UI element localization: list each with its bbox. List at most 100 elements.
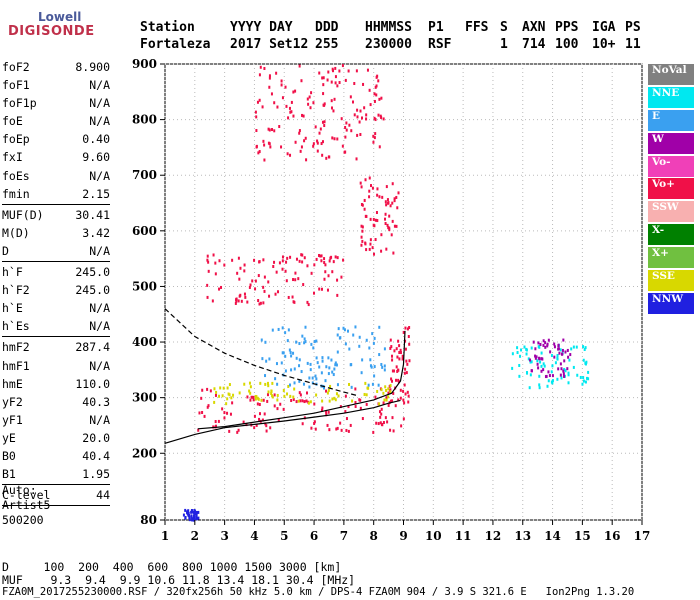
echo-point [315, 393, 318, 397]
echo-point [271, 128, 274, 132]
echo-point [200, 396, 203, 400]
trace-line-dashed [164, 308, 359, 397]
echo-point [198, 411, 201, 415]
echo-point [379, 415, 382, 419]
echo-point [274, 292, 277, 296]
echo-point [370, 184, 373, 188]
echo-point [399, 351, 402, 355]
param-row: MUF(D) 30.41 [2, 206, 110, 224]
echo-point [538, 386, 541, 390]
echo-point [567, 355, 570, 359]
echo-point [299, 393, 302, 397]
echo-point [281, 351, 284, 355]
echo-point [276, 382, 279, 386]
echo-point [388, 226, 391, 230]
echo-point [379, 421, 382, 425]
echo-point [560, 376, 563, 380]
echo-point [263, 143, 266, 147]
echo-point [363, 207, 366, 211]
echo-point [358, 344, 361, 348]
param-row: C-level 44 [2, 486, 110, 504]
echo-point [303, 256, 306, 260]
x-tick-label: 17 [634, 529, 651, 543]
echo-point [267, 384, 270, 388]
echo-point [398, 351, 401, 355]
echo-point [321, 356, 324, 360]
echo-point [365, 214, 368, 218]
echo-point [263, 66, 266, 70]
echo-point [326, 391, 329, 395]
echo-point [254, 279, 257, 283]
echo-point [583, 347, 586, 351]
echo-point [369, 358, 372, 362]
echo-point [234, 301, 237, 305]
echo-point [408, 359, 411, 363]
echo-point [330, 99, 333, 103]
param-name: yF1 [2, 412, 23, 427]
echo-point [386, 223, 389, 227]
echo-point [303, 341, 306, 345]
echo-point [389, 388, 392, 392]
echo-point [389, 428, 392, 432]
echo-point [187, 514, 190, 518]
echo-point [402, 389, 405, 393]
echo-point [253, 258, 256, 262]
echo-point [254, 287, 257, 291]
legend-item: NNW [648, 292, 694, 314]
y-tick-label: 200 [132, 446, 157, 460]
echo-point [349, 423, 352, 427]
y-tick-label: 600 [132, 224, 157, 238]
param-value: N/A [89, 96, 110, 111]
param-name: h`E [2, 301, 23, 316]
echo-point [355, 69, 358, 73]
echo-point [257, 274, 260, 278]
echo-point [306, 264, 309, 268]
header-label-10: PS [625, 20, 641, 35]
echo-point [360, 185, 363, 189]
echo-point [193, 514, 196, 518]
header-value-2: 255 [315, 37, 339, 52]
echo-point [582, 345, 585, 349]
echo-point [299, 399, 302, 403]
legend-item: E [648, 109, 694, 131]
y-tick-label: 800 [132, 113, 157, 127]
echo-point [331, 397, 334, 401]
echo-point [280, 361, 283, 365]
echo-point [405, 359, 408, 363]
echo-point [584, 380, 587, 384]
echo-point [342, 258, 345, 262]
echo-point [375, 211, 378, 215]
echo-point [546, 344, 549, 348]
echo-point [240, 299, 243, 303]
echo-point [340, 275, 343, 279]
param-name: foF1p [2, 96, 37, 111]
echo-point [262, 139, 265, 143]
echo-point [547, 379, 550, 383]
x-tick-label: 2 [191, 529, 199, 543]
echo-point [404, 367, 407, 371]
echo-point [394, 404, 397, 408]
echo-point [354, 325, 357, 329]
y-tick-label: 900 [132, 57, 157, 71]
echo-point [261, 357, 264, 361]
echo-point [347, 69, 350, 73]
header-value-9: 11 [625, 37, 641, 52]
echo-point [387, 391, 390, 395]
echo-point [287, 295, 290, 299]
echo-point [375, 421, 378, 425]
echo-point [294, 89, 297, 93]
echo-point [334, 81, 337, 85]
echo-point [310, 91, 313, 95]
echo-point [312, 101, 315, 105]
echo-point [304, 340, 307, 344]
echo-point [255, 129, 258, 133]
echo-point [298, 379, 301, 383]
echo-point [307, 303, 310, 307]
echo-point [275, 270, 278, 274]
echo-point [282, 407, 285, 411]
echo-point [195, 514, 198, 518]
echo-point [327, 274, 330, 278]
echo-point [264, 382, 267, 386]
echo-point [295, 340, 298, 344]
echo-point [371, 246, 374, 250]
